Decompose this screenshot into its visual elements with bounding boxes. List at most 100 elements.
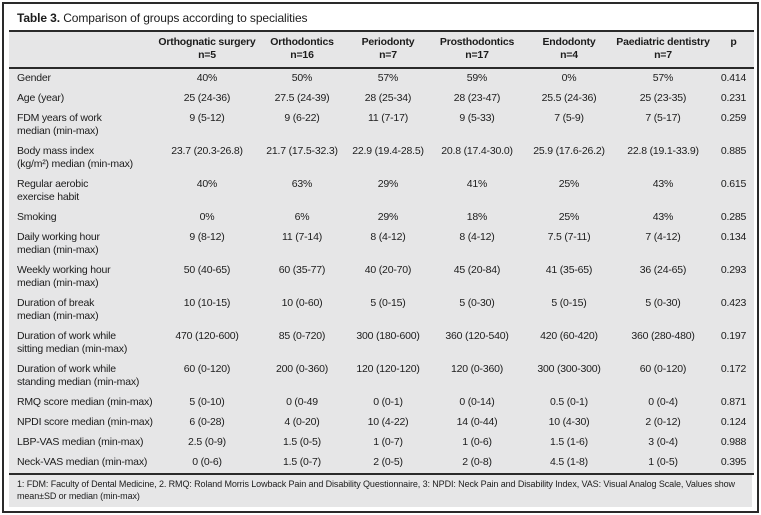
cell-value: 5 (0-10) <box>157 393 257 413</box>
row-label: Age (year) <box>9 89 157 109</box>
cell-value: 5 (0-15) <box>347 294 429 327</box>
row-label: NPDI score median (min-max) <box>9 413 157 433</box>
cell-value: 40% <box>157 175 257 208</box>
cell-value: 300 (300-300) <box>525 360 613 393</box>
cell-value: 120 (120-120) <box>347 360 429 393</box>
cell-value: 43% <box>613 175 713 208</box>
cell-value: 10 (0-60) <box>257 294 347 327</box>
cell-value: 1 (0-5) <box>613 453 713 475</box>
cell-value: 10 (10-15) <box>157 294 257 327</box>
cell-value: 420 (60-420) <box>525 327 613 360</box>
table-row: Gender 40% 50% 57% 59% 0% 57% 0.414 <box>9 68 754 89</box>
cell-value: 6% <box>257 208 347 228</box>
table-row: LBP-VAS median (min-max) 2.5 (0-9) 1.5 (0-… <box>9 433 754 453</box>
column-n: n=7 <box>379 49 397 61</box>
p-value: 0.414 <box>713 68 754 89</box>
cell-value: 9 (6-22) <box>257 109 347 142</box>
cell-value: 22.8 (19.1-33.9) <box>613 142 713 175</box>
cell-value: 27.5 (24-39) <box>257 89 347 109</box>
column-header-orthodontics: Orthodontics n=16 <box>257 31 347 69</box>
p-value: 0.285 <box>713 208 754 228</box>
cell-value: 2 (0-5) <box>347 453 429 475</box>
cell-value: 1.5 (0-7) <box>257 453 347 475</box>
cell-value: 5 (0-30) <box>429 294 525 327</box>
cell-value: 360 (280-480) <box>613 327 713 360</box>
cell-value: 7.5 (7-11) <box>525 228 613 261</box>
row-label: Gender <box>9 68 157 89</box>
column-header-p: p <box>713 31 754 69</box>
column-header-prosthodontics: Prosthodontics n=17 <box>429 31 525 69</box>
p-value: 0.134 <box>713 228 754 261</box>
column-name: Orthodontics <box>270 36 334 48</box>
column-n: n=4 <box>560 49 578 61</box>
cell-value: 63% <box>257 175 347 208</box>
p-value: 0.885 <box>713 142 754 175</box>
cell-value: 120 (0-360) <box>429 360 525 393</box>
table-row: Daily working hour median (min-max) 9 (8-… <box>9 228 754 261</box>
cell-value: 5 (0-15) <box>525 294 613 327</box>
cell-value: 0 (0-14) <box>429 393 525 413</box>
cell-value: 21.7 (17.5-32.3) <box>257 142 347 175</box>
cell-value: 28 (25-34) <box>347 89 429 109</box>
cell-value: 0% <box>525 68 613 89</box>
cell-value: 29% <box>347 208 429 228</box>
cell-value: 0 (0-4) <box>613 393 713 413</box>
cell-value: 0 (0-6) <box>157 453 257 475</box>
table-header-row: Orthognatic surgery n=5 Orthodontics n=1… <box>9 31 754 69</box>
table-title: Table 3. Comparison of groups according … <box>9 7 752 30</box>
row-label: Regular aerobic exercise habit <box>9 175 157 208</box>
p-value: 0.197 <box>713 327 754 360</box>
p-value: 0.231 <box>713 89 754 109</box>
cell-value: 20.8 (17.4-30.0) <box>429 142 525 175</box>
cell-value: 50 (40-65) <box>157 261 257 294</box>
cell-value: 36 (24-65) <box>613 261 713 294</box>
column-name: Orthognatic surgery <box>158 36 256 48</box>
column-name: Periodonty <box>361 36 415 48</box>
cell-value: 0% <box>157 208 257 228</box>
cell-value: 7 (5-17) <box>613 109 713 142</box>
row-label: Duration of break median (min-max) <box>9 294 157 327</box>
p-value: 0.259 <box>713 109 754 142</box>
column-name: Prosthodontics <box>439 36 515 48</box>
table-row: Age (year) 25 (24-36) 27.5 (24-39) 28 (25-3… <box>9 89 754 109</box>
table-row: Duration of work while standing median (… <box>9 360 754 393</box>
cell-value: 40 (20-70) <box>347 261 429 294</box>
cell-value: 2 (0-8) <box>429 453 525 475</box>
cell-value: 85 (0-720) <box>257 327 347 360</box>
cell-value: 40% <box>157 68 257 89</box>
table-title-prefix: Table 3. <box>17 11 60 25</box>
table-title-text: Comparison of groups according to specia… <box>60 11 308 25</box>
cell-value: 25.5 (24-36) <box>525 89 613 109</box>
column-name: Endodonty <box>542 36 596 48</box>
row-label: Body mass index (kg/m²) median (min-max) <box>9 142 157 175</box>
cell-value: 25.9 (17.6-26.2) <box>525 142 613 175</box>
cell-value: 23.7 (20.3-26.8) <box>157 142 257 175</box>
cell-value: 1.5 (0-5) <box>257 433 347 453</box>
cell-value: 14 (0-44) <box>429 413 525 433</box>
cell-value: 11 (7-17) <box>347 109 429 142</box>
column-n: n=5 <box>198 49 216 61</box>
cell-value: 25 (23-35) <box>613 89 713 109</box>
row-label: FDM years of work median (min-max) <box>9 109 157 142</box>
row-label: Duration of work while sitting median (m… <box>9 327 157 360</box>
row-label: Daily working hour median (min-max) <box>9 228 157 261</box>
table-row: Body mass index (kg/m²) median (min-max)… <box>9 142 754 175</box>
cell-value: 1 (0-7) <box>347 433 429 453</box>
column-header-paediatric-dentistry: Paediatric dentistry n=7 <box>613 31 713 69</box>
cell-value: 50% <box>257 68 347 89</box>
row-label: LBP-VAS median (min-max) <box>9 433 157 453</box>
table-row: Duration of work while sitting median (m… <box>9 327 754 360</box>
cell-value: 1.5 (1-6) <box>525 433 613 453</box>
column-header-periodonty: Periodonty n=7 <box>347 31 429 69</box>
cell-value: 60 (35-77) <box>257 261 347 294</box>
cell-value: 57% <box>347 68 429 89</box>
cell-value: 59% <box>429 68 525 89</box>
p-value: 0.124 <box>713 413 754 433</box>
cell-value: 3 (0-4) <box>613 433 713 453</box>
table-row: Regular aerobic exercise habit 40% 63% 29% 4… <box>9 175 754 208</box>
p-value: 0.423 <box>713 294 754 327</box>
table-row: Weekly working hour median (min-max) 50 (… <box>9 261 754 294</box>
cell-value: 0 (0-49 <box>257 393 347 413</box>
cell-value: 6 (0-28) <box>157 413 257 433</box>
table-row: FDM years of work median (min-max) 9 (5-1… <box>9 109 754 142</box>
